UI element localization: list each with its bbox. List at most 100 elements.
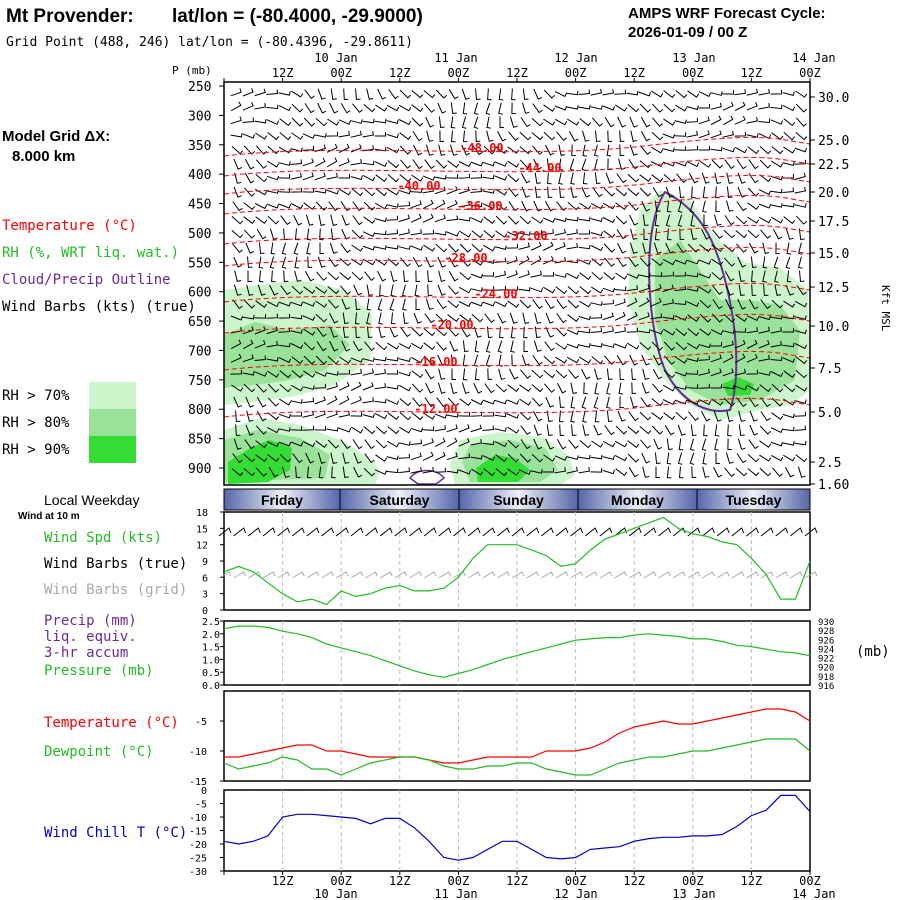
- grid-wind-barb: [350, 571, 364, 579]
- bottom-date-label: 11 Jan: [434, 887, 477, 900]
- wind-barb: [639, 342, 652, 351]
- wind-barb: [242, 133, 256, 139]
- wind-barb: [269, 228, 278, 240]
- wind-barb: [269, 284, 279, 296]
- wind-barb: [231, 384, 244, 392]
- isotherm-line: [223, 246, 811, 267]
- wind-barb: [231, 145, 244, 155]
- wind-barb: [303, 328, 316, 336]
- wind-barb: [698, 259, 712, 265]
- wind-barb: [495, 468, 508, 477]
- wind-barb: [783, 118, 796, 127]
- wind-barb: [458, 186, 470, 195]
- wind-barb: [619, 130, 625, 143]
- wind-barb: [494, 427, 507, 432]
- wind-barb: [470, 439, 482, 446]
- pressure-right-tick: 916: [818, 682, 834, 692]
- wind-barb: [231, 230, 244, 239]
- wind-barb: [734, 353, 746, 364]
- wind-ytick: 9: [202, 557, 208, 568]
- wind-barb: [604, 425, 615, 436]
- wind-barb: [688, 172, 699, 184]
- wind-barb: [602, 217, 616, 224]
- wind-barb: [748, 173, 759, 184]
- grid-wind-barb: [526, 571, 540, 579]
- wind-barb: [747, 453, 760, 463]
- wind-barb: [770, 188, 783, 194]
- wind-barb: [759, 145, 772, 155]
- wind-barb: [582, 172, 588, 185]
- model-grid-label: Model Grid ΔX:: [2, 128, 110, 145]
- wind-barb: [410, 229, 422, 236]
- chill-ytick: -25: [189, 854, 207, 865]
- temperature-line: [224, 708, 811, 764]
- wind-barb: [329, 312, 339, 324]
- wind-barb: [459, 398, 472, 406]
- wind-barb: [328, 201, 339, 212]
- wind-barb: [710, 384, 722, 389]
- wind-barb: [387, 412, 400, 420]
- wind-barb: [255, 300, 268, 309]
- wind-barb: [509, 312, 518, 324]
- wind-barb: [650, 272, 663, 277]
- wind-barb: [677, 452, 683, 465]
- pressure-tick-label: 600: [188, 286, 211, 301]
- wind-barb: [619, 396, 624, 409]
- grid-wind-barb: [321, 571, 334, 579]
- precip-ytick: 0.0: [202, 681, 220, 692]
- wind-barb: [686, 161, 700, 168]
- wind-barb: [794, 343, 808, 350]
- wind-barb: [422, 467, 434, 474]
- wind-barb: [746, 315, 760, 321]
- wind-barb: [510, 326, 516, 339]
- wind-barb: [362, 160, 375, 166]
- label-precip: Precip (mm): [44, 613, 137, 629]
- wind-barb: [507, 439, 520, 449]
- wind-barb: [710, 146, 723, 152]
- wind-barb: [255, 216, 268, 224]
- wind-barb: [578, 104, 591, 110]
- wind-barb: [398, 104, 412, 112]
- wind-barb: [531, 384, 544, 393]
- wind-barb: [474, 368, 480, 381]
- wind-barb: [329, 242, 338, 254]
- wind-barb: [534, 172, 541, 184]
- wind-barb: [314, 371, 328, 377]
- wind-barb: [722, 147, 735, 153]
- wind-barb: [770, 427, 784, 434]
- wind-barb: [411, 370, 424, 379]
- model-grid-value: 8.000 km: [12, 148, 75, 165]
- bottom-date-label: 13 Jan: [672, 887, 715, 900]
- grid-wind-barb: [511, 571, 525, 579]
- wind-barb: [290, 343, 304, 350]
- wind-barb: [530, 255, 542, 266]
- wind-barb: [522, 102, 530, 114]
- wind-barb: [294, 256, 299, 269]
- wind-barb: [738, 270, 745, 282]
- height-tick-label: 17.5: [818, 215, 849, 230]
- wind-barb: [579, 356, 592, 364]
- wind-barb: [410, 439, 423, 445]
- wind-barb: [281, 242, 287, 255]
- wind-barb: [424, 103, 435, 113]
- wind-barb: [377, 298, 383, 311]
- wind-barb: [771, 216, 784, 224]
- pressure-tick-label: 800: [188, 403, 211, 418]
- wind-barb: [390, 312, 396, 325]
- wind-barb: [497, 312, 507, 324]
- pressure-right-tick: 918: [818, 673, 834, 683]
- wind-barb: [520, 117, 531, 128]
- wind-barb: [234, 270, 242, 283]
- wind-barb: [398, 189, 411, 195]
- wind-barb: [340, 243, 351, 254]
- wind-barb: [302, 172, 314, 181]
- wind-barb: [306, 228, 312, 241]
- wind-barb: [542, 272, 554, 277]
- wind-barb: [582, 144, 587, 157]
- wind-barb: [783, 132, 796, 141]
- grid-wind-barb: [760, 571, 774, 579]
- wind-barb: [556, 313, 567, 324]
- wind-barb: [424, 397, 435, 408]
- pressure-tick-label: 500: [188, 227, 211, 242]
- wind-barb: [267, 215, 280, 225]
